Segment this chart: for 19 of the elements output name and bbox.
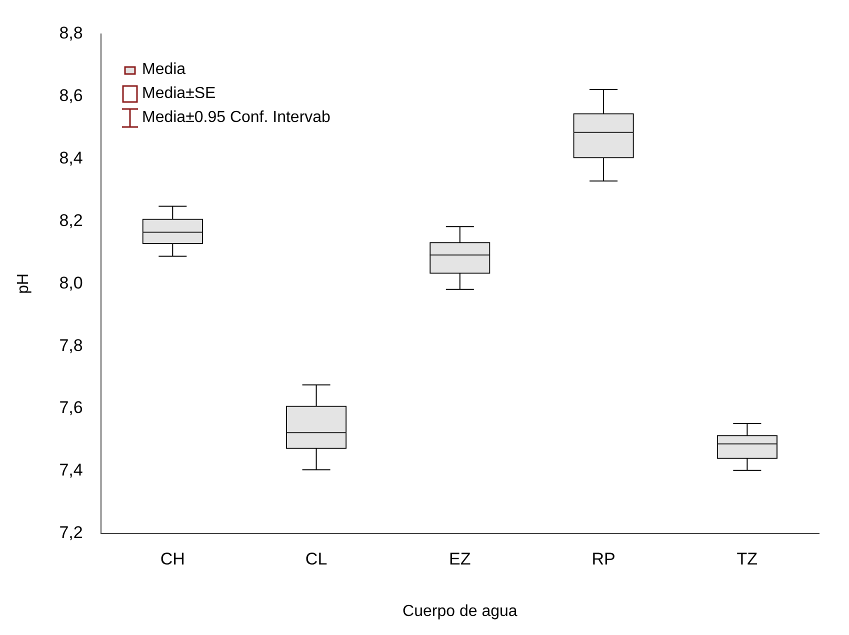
y-tick-label: 7,8 bbox=[59, 336, 83, 355]
y-tick-label: 8,2 bbox=[59, 210, 83, 230]
y-tick-label: 8,8 bbox=[59, 24, 83, 43]
x-tick-label: TZ bbox=[736, 549, 758, 568]
x-tick-label: RP bbox=[592, 549, 616, 568]
x-axis-title: Cuerpo de agua bbox=[402, 602, 518, 620]
annotation: Media±SE bbox=[142, 85, 216, 103]
y-tick-label: 7,2 bbox=[59, 523, 83, 542]
y-tick-label: 7,4 bbox=[59, 460, 83, 480]
y-tick-label: 8,0 bbox=[59, 273, 83, 292]
y-tick-label: 8,6 bbox=[59, 86, 83, 106]
x-tick-label: CH bbox=[160, 549, 185, 568]
x-tick-label: EZ bbox=[449, 549, 471, 568]
annotation: Media bbox=[142, 61, 186, 79]
y-tick-label: 7,6 bbox=[59, 398, 83, 418]
y-tick-label: 8,4 bbox=[59, 148, 83, 168]
y-axis-title: pH bbox=[15, 273, 32, 294]
x-tick-label: CL bbox=[305, 549, 328, 568]
annotation: Media±0.95 Conf. Intervab bbox=[142, 109, 330, 127]
